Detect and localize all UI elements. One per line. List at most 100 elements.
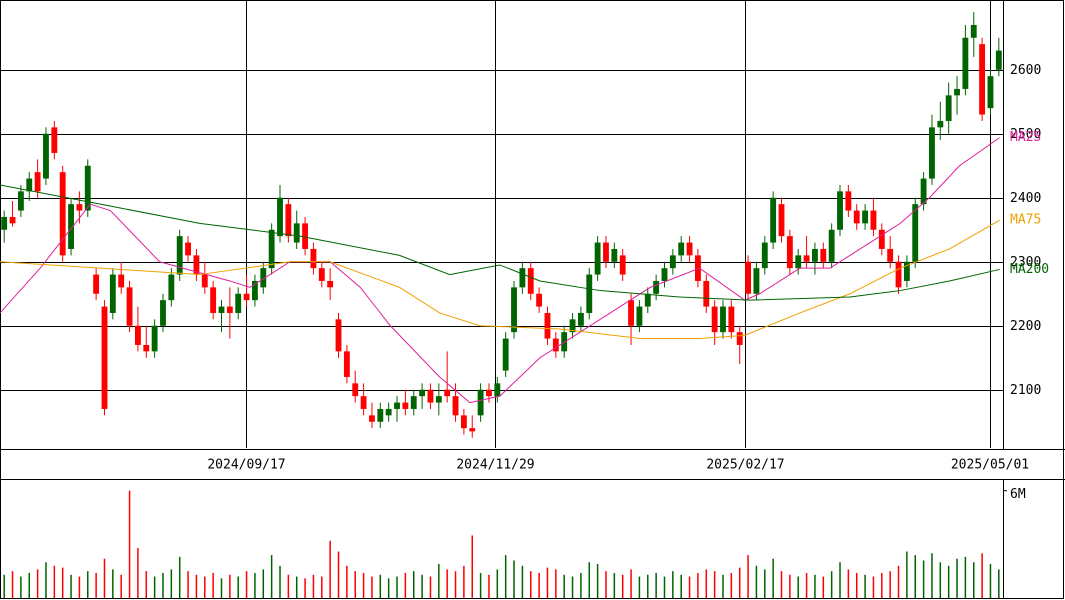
candle-body: [694, 255, 701, 281]
candle-body: [845, 191, 852, 211]
volume-bar: [546, 567, 549, 598]
volume-bar: [780, 571, 783, 598]
candle-body: [711, 306, 718, 333]
volume-bar: [530, 571, 532, 598]
y-tick-label: 2300: [1010, 255, 1041, 270]
volume-bar: [855, 572, 858, 598]
volume-bar: [972, 562, 975, 598]
volume-bar: [705, 569, 708, 598]
candle-body: [310, 248, 317, 269]
volume-bar: [229, 574, 231, 598]
volume-bar: [764, 569, 766, 598]
ma-label: MA25: [1010, 130, 1041, 145]
volume-bar: [621, 574, 624, 598]
volume-bar: [939, 562, 942, 598]
volume-bar: [755, 565, 758, 598]
volume-bar: [563, 574, 565, 598]
candle-body: [101, 306, 108, 409]
volume-bar: [162, 572, 164, 598]
volume-bar: [663, 576, 666, 598]
ma-line: [0, 219, 1000, 340]
volume-bar: [814, 574, 816, 598]
volume-bar: [672, 571, 674, 598]
volume-bar: [981, 553, 983, 598]
x-tick-label: 2025/05/01: [951, 458, 1029, 473]
candle-body: [252, 280, 258, 301]
candle-body: [134, 325, 141, 345]
volume-bar: [438, 564, 440, 598]
volume-bar: [3, 574, 5, 598]
candle-body: [577, 312, 584, 326]
candle-body: [619, 255, 626, 275]
candle-body: [201, 274, 208, 288]
volume-bar: [137, 547, 139, 598]
volume-bar: [488, 574, 490, 598]
volume-bar: [914, 555, 916, 598]
volume-bar: [638, 576, 641, 598]
candle-body: [611, 248, 618, 262]
candle-body: [343, 351, 350, 377]
volume-bar: [329, 540, 331, 598]
volume-bar: [822, 576, 825, 598]
volume-bar: [178, 556, 181, 598]
volume-bar: [170, 569, 173, 598]
y-tick-label: 6M: [1010, 487, 1026, 502]
volume-bar: [471, 535, 473, 598]
candle-body: [837, 191, 843, 230]
candle-body: [720, 306, 726, 333]
candle-body: [954, 88, 960, 96]
candle-body: [703, 280, 710, 307]
candle-body: [419, 389, 426, 397]
volume-bar: [87, 571, 89, 598]
volume-bar: [998, 569, 1000, 598]
volume-bar: [647, 574, 649, 598]
volume-bar: [697, 572, 699, 598]
candle-body: [17, 191, 24, 211]
candle-body: [786, 236, 793, 269]
candle-body: [377, 408, 384, 422]
candle-body: [51, 127, 58, 153]
volume-bar: [906, 551, 908, 598]
candle-body: [243, 293, 250, 301]
candle-body: [536, 293, 543, 307]
y-tick-label: 2400: [1010, 191, 1041, 206]
candle-body: [302, 223, 309, 249]
volume-bar: [521, 565, 524, 598]
candle-body: [469, 428, 476, 432]
candle-body: [151, 325, 158, 352]
ma-line: [0, 137, 1000, 404]
candle-body: [477, 389, 484, 416]
volume-bar: [145, 571, 148, 598]
volume-bar: [354, 571, 356, 598]
volume-bar: [864, 574, 866, 598]
candle-body: [68, 204, 74, 249]
candle-body: [176, 236, 183, 275]
volume-bar: [496, 569, 499, 598]
y-tick-label: 2600: [1010, 63, 1041, 78]
volume-bar: [605, 571, 607, 598]
candle-body: [369, 415, 375, 422]
y-tick-label: 2500: [1010, 127, 1041, 142]
volume-bar: [304, 578, 306, 598]
volume-bar: [513, 560, 515, 598]
candle-body: [962, 37, 969, 89]
candle-body: [544, 312, 551, 339]
volume-bar: [722, 574, 724, 598]
volume-bar: [747, 555, 749, 598]
volume-bar: [504, 555, 507, 598]
volume-bar: [61, 567, 64, 598]
volume-bar: [713, 571, 716, 598]
candle-body: [76, 204, 83, 211]
candle-body: [352, 383, 359, 397]
volume-bar: [270, 555, 273, 598]
candle-body: [93, 274, 100, 294]
volume-bar: [78, 576, 81, 598]
candle-body: [636, 306, 643, 326]
volume-bar: [596, 564, 599, 598]
volume-bar: [463, 565, 465, 598]
candle-body: [84, 165, 91, 211]
candle-body: [628, 300, 634, 326]
candle-body: [853, 210, 860, 224]
candle-body: [803, 255, 810, 262]
